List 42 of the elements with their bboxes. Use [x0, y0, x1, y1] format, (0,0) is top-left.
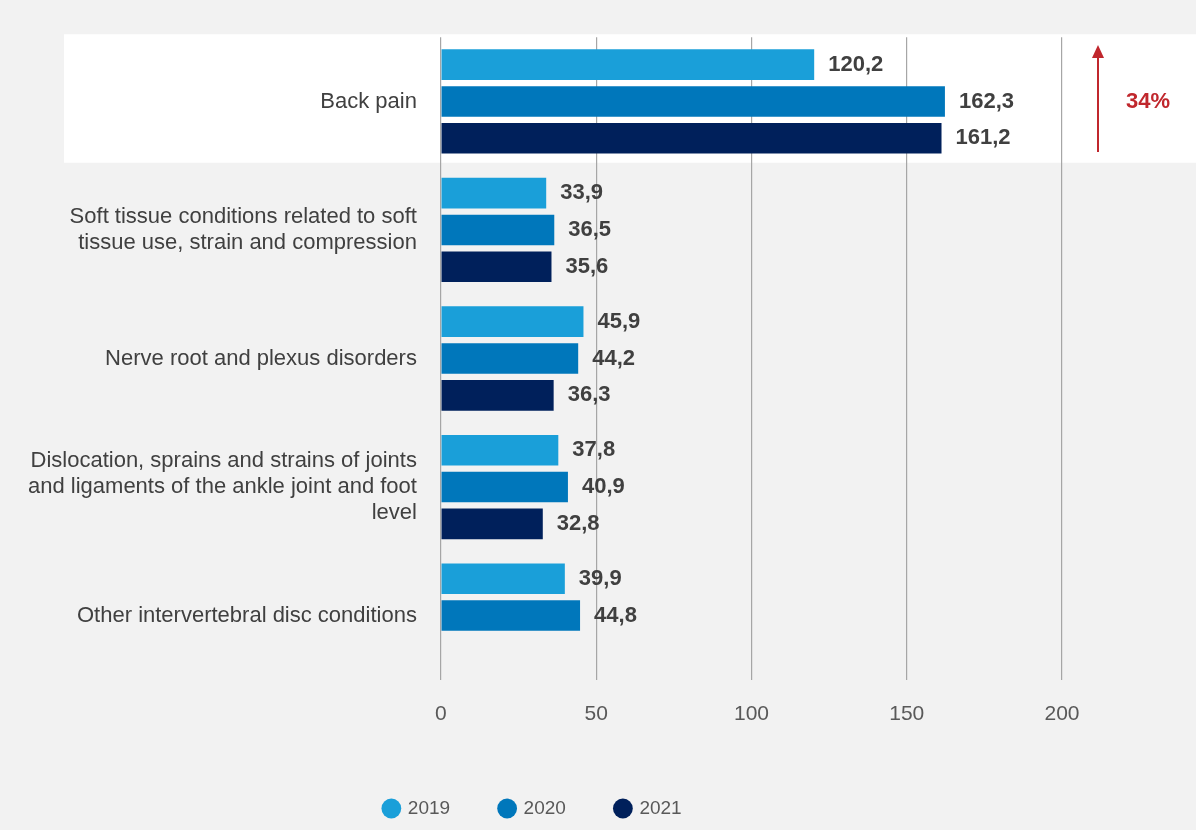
data-label: 162,3 — [958, 87, 1014, 113]
bar — [441, 86, 945, 117]
data-label: 45,9 — [597, 307, 641, 333]
data-label: 35,6 — [565, 252, 609, 278]
bar — [441, 177, 547, 209]
y-tick-label: Back pain — [320, 87, 417, 113]
bar — [441, 600, 581, 631]
y-tick-label: Dislocation, sprains and strains of joints and ligaments of the ankle joint and foot level — [27, 446, 417, 525]
bar — [441, 214, 555, 246]
data-label: 33,9 — [560, 179, 604, 205]
data-label: 39,9 — [578, 564, 622, 590]
data-label: 32,8 — [556, 509, 600, 535]
bar — [441, 123, 942, 154]
y-tick-label: Nerve root and plexus disorders — [105, 344, 417, 370]
legend-label: 2021 — [639, 796, 682, 818]
x-tick-label: 0 — [435, 701, 447, 725]
legend-label: 2020 — [523, 796, 566, 818]
data-label: 36,5 — [568, 216, 612, 242]
data-label: 40,9 — [581, 473, 625, 499]
legend-label: 2019 — [407, 796, 451, 818]
x-tick-label: 100 — [733, 701, 769, 725]
x-tick-label: 50 — [584, 701, 608, 725]
data-label: 120,2 — [828, 50, 884, 76]
data-label: 36,3 — [567, 381, 611, 407]
x-tick-label: 150 — [889, 701, 925, 725]
data-label: 44,8 — [594, 601, 637, 627]
bar — [441, 471, 568, 503]
y-tick-label: Soft tissue conditions related to soft tissue use, strain and compression — [69, 202, 417, 255]
data-label: 37,8 — [572, 436, 616, 462]
bar — [441, 380, 554, 411]
bar — [441, 343, 579, 374]
bar — [441, 251, 552, 283]
data-label: 44,2 — [592, 344, 636, 370]
y-tick-label: Other intervertebral disc conditions — [76, 601, 417, 627]
bar — [441, 306, 584, 337]
bar — [441, 434, 559, 466]
data-label: 161,2 — [955, 124, 1011, 150]
bar — [441, 563, 565, 594]
text: 34% — [1125, 87, 1171, 113]
x-tick-label: 200 — [1044, 701, 1080, 725]
bar — [441, 508, 543, 540]
bar — [441, 49, 815, 80]
